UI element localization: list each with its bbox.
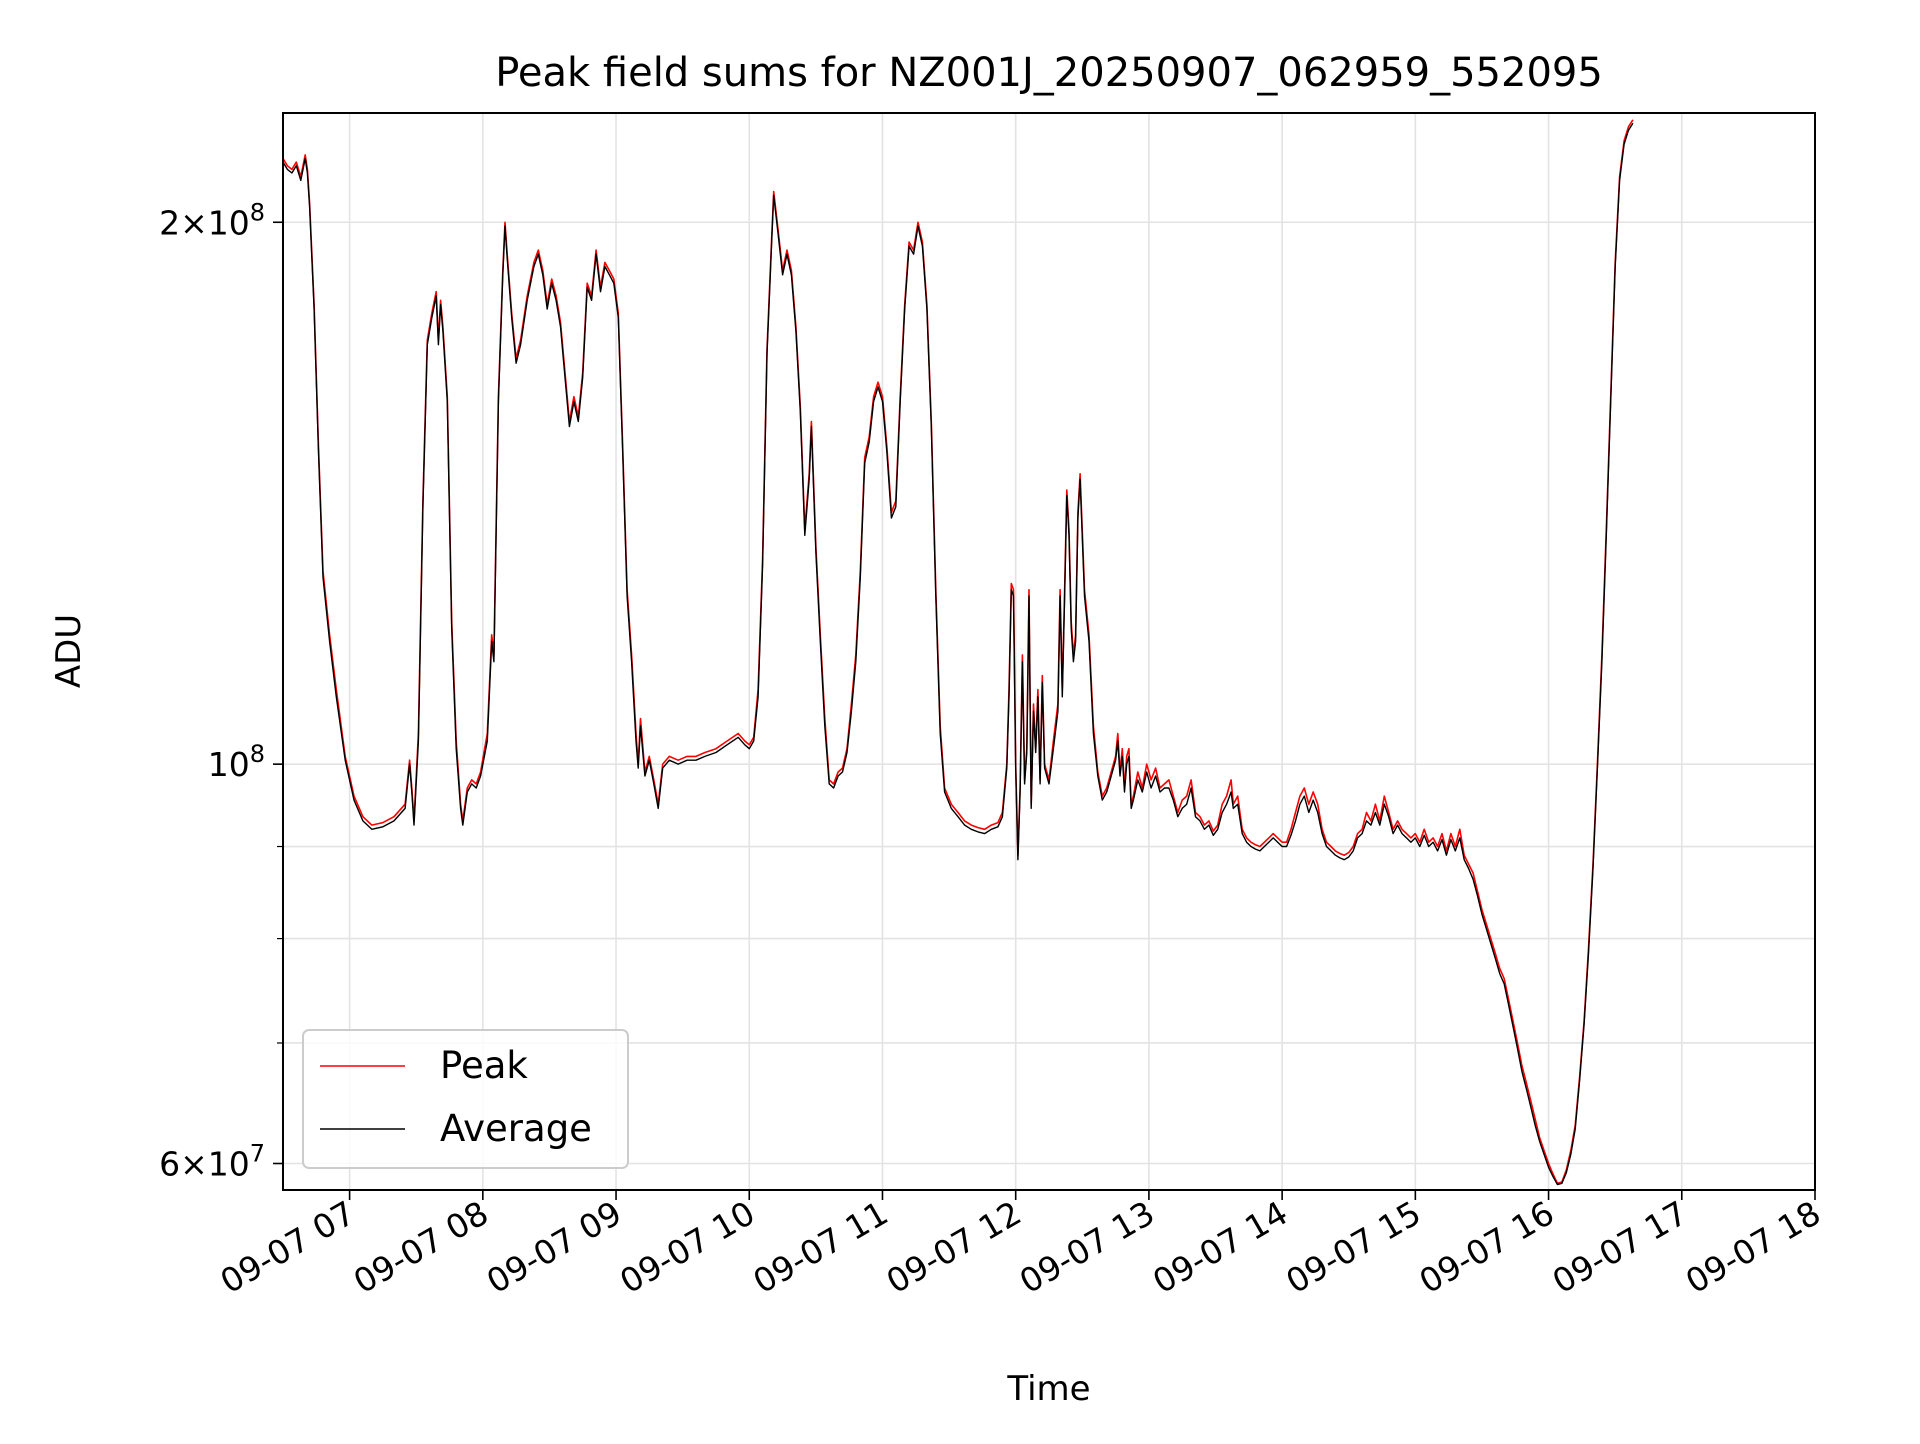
legend: Peak Average [302, 1029, 629, 1169]
y-tick-label: 6×107 [159, 1139, 265, 1183]
y-axis: 6×107 108 2×108 [159, 198, 283, 1183]
chart-title: Peak field sums for NZ001J_20250907_0629… [495, 50, 1603, 96]
legend-average-label: Average [440, 1107, 592, 1150]
y-tick-label: 108 [208, 740, 265, 784]
plot-frame [282, 112, 1816, 1191]
y-axis-label: ADU [49, 614, 89, 688]
average-series-line [282, 122, 1634, 1186]
y-tick-label: 2×108 [159, 198, 265, 242]
series-layer [282, 119, 1634, 1186]
legend-peak-label: Peak [440, 1044, 528, 1087]
legend-frame [302, 1029, 629, 1169]
x-axis-label: Time [1006, 1369, 1090, 1409]
